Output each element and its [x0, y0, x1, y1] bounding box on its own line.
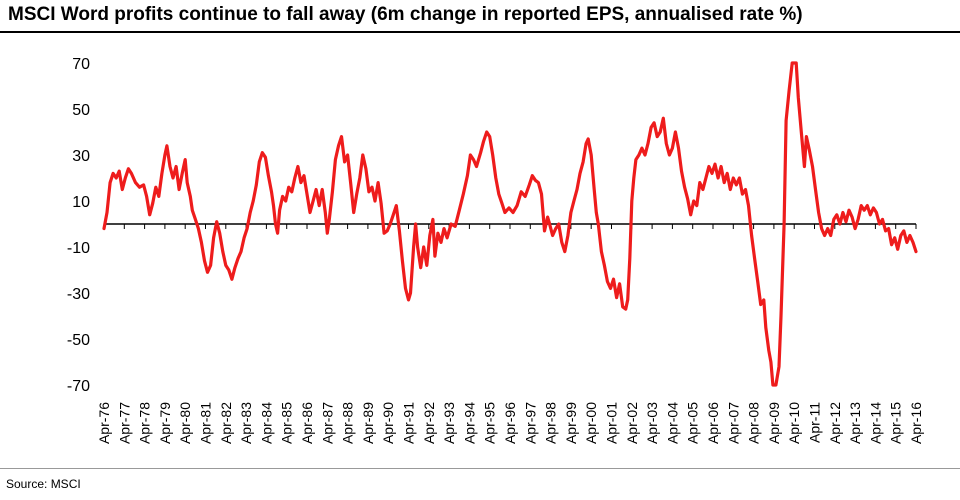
chart-title: MSCI Word profits continue to fall away …	[8, 4, 803, 25]
x-tick-label: Apr-09	[766, 402, 782, 444]
source-divider	[0, 468, 960, 469]
x-tick-label: Apr-96	[502, 402, 518, 444]
x-tick-label: Apr-92	[421, 402, 437, 444]
x-tick-label: Apr-89	[360, 402, 376, 444]
x-tick-label: Apr-80	[177, 402, 193, 444]
x-tick-label: Apr-81	[198, 402, 214, 444]
x-tick-label: Apr-77	[116, 402, 132, 444]
x-tick-label: Apr-83	[238, 402, 254, 444]
x-tick-label: Apr-91	[401, 402, 417, 444]
x-tick-label: Apr-14	[867, 402, 883, 444]
x-tick-label: Apr-79	[157, 402, 173, 444]
x-tick-label: Apr-87	[319, 402, 335, 444]
y-tick-label: -30	[67, 286, 90, 303]
x-tick-label: Apr-10	[786, 402, 802, 444]
x-tick-label: Apr-13	[847, 402, 863, 444]
x-tick-label: Apr-90	[380, 402, 396, 444]
x-tick-label: Apr-15	[888, 402, 904, 444]
x-tick-label: Apr-82	[218, 402, 234, 444]
y-tick-label: 10	[72, 194, 90, 211]
x-tick-label: Apr-94	[461, 402, 477, 444]
x-tick-label: Apr-04	[664, 402, 680, 444]
y-tick-label: -10	[67, 240, 90, 257]
y-tick-label: 30	[72, 148, 90, 165]
x-tick-label: Apr-76	[96, 402, 112, 444]
y-tick-label: 70	[72, 56, 90, 73]
x-tick-label: Apr-12	[827, 402, 843, 444]
x-tick-label: Apr-88	[340, 402, 356, 444]
x-tick-label: Apr-86	[299, 402, 315, 444]
x-tick-label: Apr-93	[441, 402, 457, 444]
x-tick-label: Apr-08	[746, 402, 762, 444]
x-tick-label: Apr-07	[725, 402, 741, 444]
y-axis-ticks: 70 50 30 10 -10 -30 -50 -70	[67, 56, 90, 395]
x-tick-label: Apr-98	[543, 402, 559, 444]
x-tick-label: Apr-97	[522, 402, 538, 444]
x-tick-label: Apr-16	[908, 402, 924, 444]
x-tick-label: Apr-85	[279, 402, 295, 444]
x-tick-label: Apr-95	[482, 402, 498, 444]
x-tick-label: Apr-01	[604, 402, 620, 444]
y-tick-label: 50	[72, 102, 90, 119]
title-divider	[0, 31, 960, 33]
y-tick-label: -50	[67, 332, 90, 349]
x-tick-label: Apr-99	[563, 402, 579, 444]
x-tick-label: Apr-02	[624, 402, 640, 444]
x-tick-label: Apr-00	[583, 402, 599, 444]
source-note: Source: MSCI	[6, 477, 81, 491]
y-tick-label: -70	[67, 378, 90, 395]
x-tick-label: Apr-11	[807, 402, 823, 443]
x-tick-label: Apr-06	[705, 402, 721, 444]
x-tick-label: Apr-78	[137, 402, 153, 444]
series-line-eps-change	[102, 61, 918, 387]
x-axis-ticks: Apr-76 Apr-77 Apr-78 Apr-79 Apr-80 Apr-81 Apr-…	[96, 224, 924, 444]
x-tick-label: Apr-05	[685, 402, 701, 444]
x-tick-label: Apr-03	[644, 402, 660, 444]
x-tick-label: Apr-84	[258, 402, 274, 444]
